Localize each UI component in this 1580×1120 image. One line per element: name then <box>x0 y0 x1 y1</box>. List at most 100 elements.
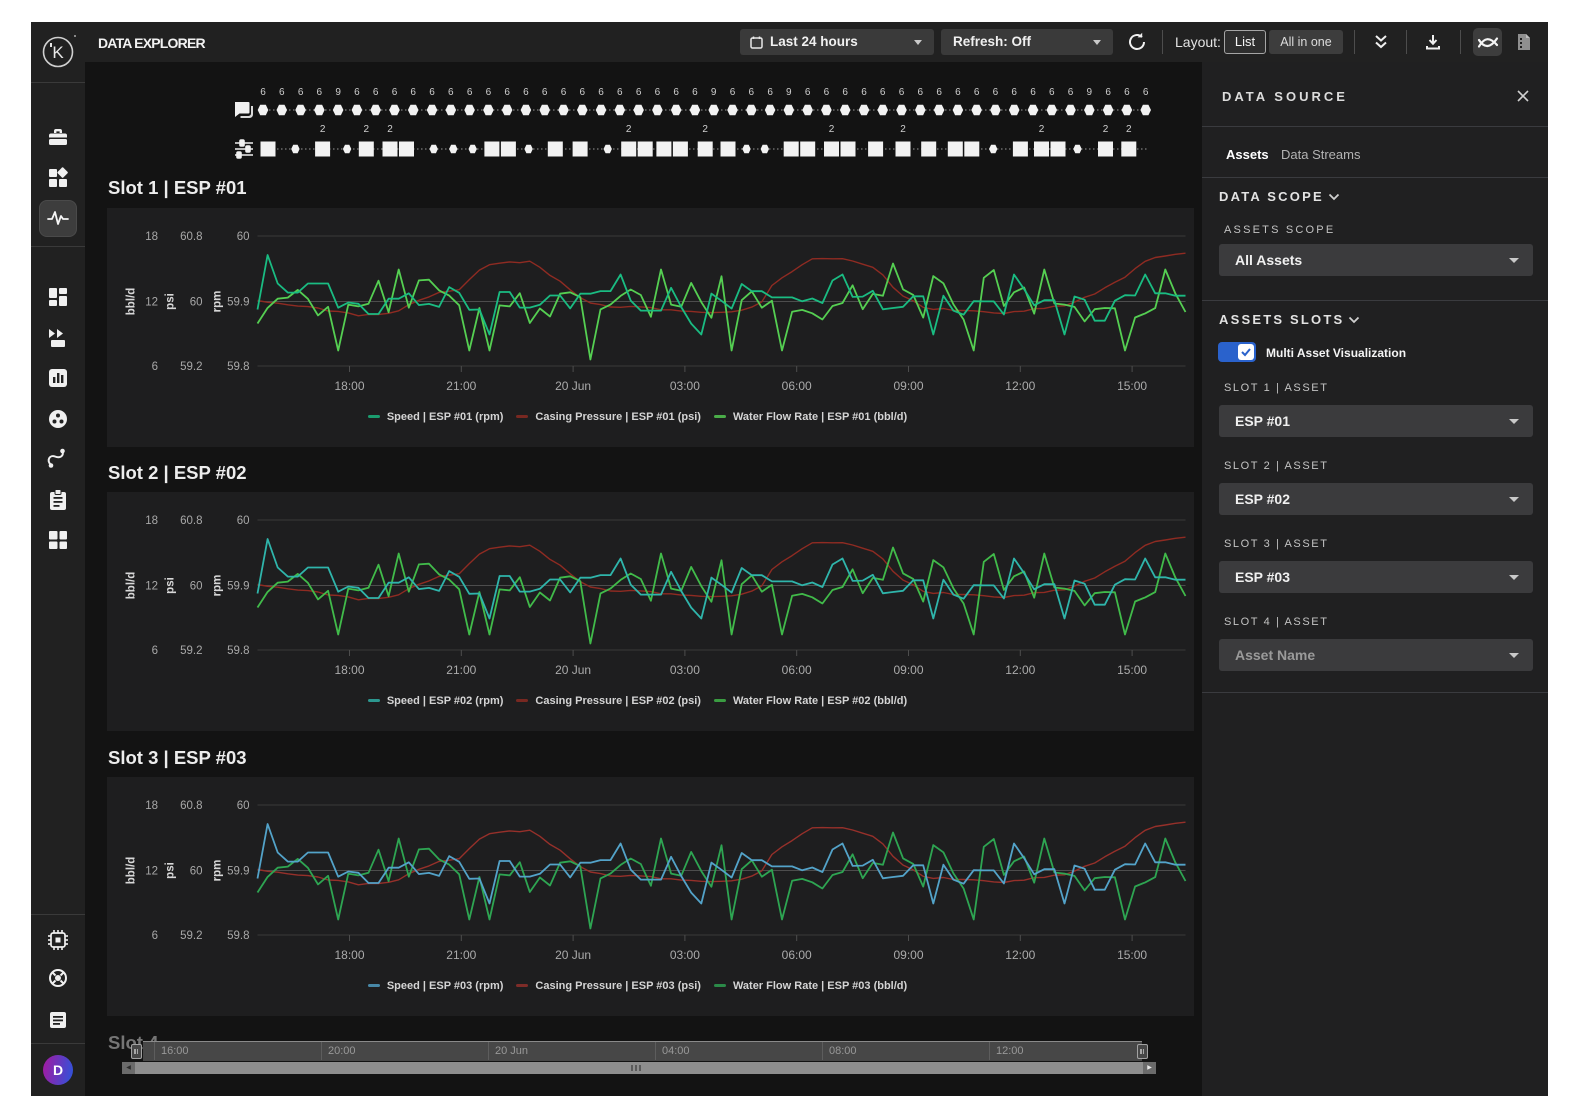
svg-text:6: 6 <box>317 87 323 98</box>
svg-text:6: 6 <box>561 87 567 98</box>
svg-text:03:00: 03:00 <box>670 948 700 962</box>
svg-text:20 Jun: 20 Jun <box>555 379 591 393</box>
svg-text:rpm: rpm <box>212 291 224 313</box>
svg-text:6: 6 <box>467 87 473 98</box>
svg-text:6: 6 <box>523 87 529 98</box>
svg-text:6: 6 <box>373 87 379 98</box>
svg-text:6: 6 <box>655 87 661 98</box>
svg-text:6: 6 <box>1143 87 1149 98</box>
svg-text:15:00: 15:00 <box>1117 948 1147 962</box>
svg-text:6: 6 <box>805 87 811 98</box>
svg-text:15:00: 15:00 <box>1117 379 1147 393</box>
svg-text:59.2: 59.2 <box>180 645 202 657</box>
svg-text:60: 60 <box>190 297 203 309</box>
svg-text:6: 6 <box>279 87 285 98</box>
svg-text:09:00: 09:00 <box>893 663 923 677</box>
svg-text:9: 9 <box>786 87 792 98</box>
svg-text:21:00: 21:00 <box>446 663 476 677</box>
svg-text:12:00: 12:00 <box>1005 948 1035 962</box>
svg-text:6: 6 <box>899 87 905 98</box>
svg-text:6: 6 <box>767 87 773 98</box>
svg-text:2: 2 <box>387 124 393 135</box>
svg-text:2: 2 <box>1103 124 1109 135</box>
svg-text:6: 6 <box>673 87 679 98</box>
svg-text:6: 6 <box>842 87 848 98</box>
svg-text:2: 2 <box>702 124 708 135</box>
svg-text:12:00: 12:00 <box>1005 379 1035 393</box>
svg-text:06:00: 06:00 <box>782 379 812 393</box>
svg-text:60.8: 60.8 <box>180 231 202 243</box>
svg-text:6: 6 <box>410 87 416 98</box>
svg-text:6: 6 <box>298 87 304 98</box>
svg-text:6: 6 <box>824 87 830 98</box>
svg-text:2: 2 <box>829 124 835 135</box>
svg-text:2: 2 <box>1126 124 1132 135</box>
svg-text:6: 6 <box>429 87 435 98</box>
svg-text:6: 6 <box>504 87 510 98</box>
svg-text:6: 6 <box>354 87 360 98</box>
svg-text:6: 6 <box>955 87 961 98</box>
svg-text:59.9: 59.9 <box>227 581 249 593</box>
svg-text:6: 6 <box>152 645 158 657</box>
svg-text:6: 6 <box>542 87 548 98</box>
svg-text:psi: psi <box>165 862 177 879</box>
svg-text:6: 6 <box>1124 87 1130 98</box>
svg-text:60: 60 <box>190 866 203 878</box>
svg-text:03:00: 03:00 <box>670 379 700 393</box>
svg-text:9: 9 <box>711 87 717 98</box>
svg-text:59.8: 59.8 <box>227 930 249 942</box>
svg-text:6: 6 <box>880 87 886 98</box>
svg-text:12:00: 12:00 <box>1005 663 1035 677</box>
svg-text:12: 12 <box>145 297 158 309</box>
svg-text:bbl/d: bbl/d <box>126 857 138 884</box>
svg-text:06:00: 06:00 <box>782 663 812 677</box>
svg-text:59.8: 59.8 <box>227 361 249 373</box>
svg-text:6: 6 <box>861 87 867 98</box>
svg-text:21:00: 21:00 <box>446 379 476 393</box>
svg-text:6: 6 <box>692 87 698 98</box>
svg-text:6: 6 <box>598 87 604 98</box>
svg-text:6: 6 <box>392 87 398 98</box>
svg-text:03:00: 03:00 <box>670 663 700 677</box>
svg-text:2: 2 <box>320 124 326 135</box>
svg-text:9: 9 <box>335 87 341 98</box>
svg-text:18: 18 <box>145 515 158 527</box>
svg-text:2: 2 <box>364 124 370 135</box>
svg-text:6: 6 <box>936 87 942 98</box>
svg-text:18:00: 18:00 <box>334 379 364 393</box>
svg-text:rpm: rpm <box>212 860 224 882</box>
svg-text:15:00: 15:00 <box>1117 663 1147 677</box>
svg-text:60: 60 <box>237 800 250 812</box>
svg-text:2: 2 <box>900 124 906 135</box>
svg-text:60.8: 60.8 <box>180 800 202 812</box>
svg-text:psi: psi <box>165 293 177 310</box>
svg-text:6: 6 <box>152 361 158 373</box>
svg-text:bbl/d: bbl/d <box>126 572 138 599</box>
svg-text:2: 2 <box>626 124 632 135</box>
svg-text:6: 6 <box>1011 87 1017 98</box>
svg-text:6: 6 <box>993 87 999 98</box>
svg-text:20 Jun: 20 Jun <box>555 948 591 962</box>
svg-text:09:00: 09:00 <box>893 948 923 962</box>
svg-text:6: 6 <box>486 87 492 98</box>
svg-text:59.9: 59.9 <box>227 297 249 309</box>
svg-text:6: 6 <box>918 87 924 98</box>
svg-text:6: 6 <box>974 87 980 98</box>
svg-text:6: 6 <box>636 87 642 98</box>
svg-text:59.9: 59.9 <box>227 866 249 878</box>
svg-text:09:00: 09:00 <box>893 379 923 393</box>
svg-text:12: 12 <box>145 866 158 878</box>
svg-text:60.8: 60.8 <box>180 515 202 527</box>
svg-text:18:00: 18:00 <box>334 948 364 962</box>
svg-text:bbl/d: bbl/d <box>126 288 138 315</box>
svg-text:2: 2 <box>1039 124 1045 135</box>
svg-text:6: 6 <box>1049 87 1055 98</box>
svg-text:20 Jun: 20 Jun <box>555 663 591 677</box>
svg-text:6: 6 <box>260 87 266 98</box>
svg-text:59.2: 59.2 <box>180 361 202 373</box>
svg-text:59.8: 59.8 <box>227 645 249 657</box>
svg-text:rpm: rpm <box>212 575 224 597</box>
svg-text:60: 60 <box>237 515 250 527</box>
svg-text:59.2: 59.2 <box>180 930 202 942</box>
svg-text:6: 6 <box>617 87 623 98</box>
